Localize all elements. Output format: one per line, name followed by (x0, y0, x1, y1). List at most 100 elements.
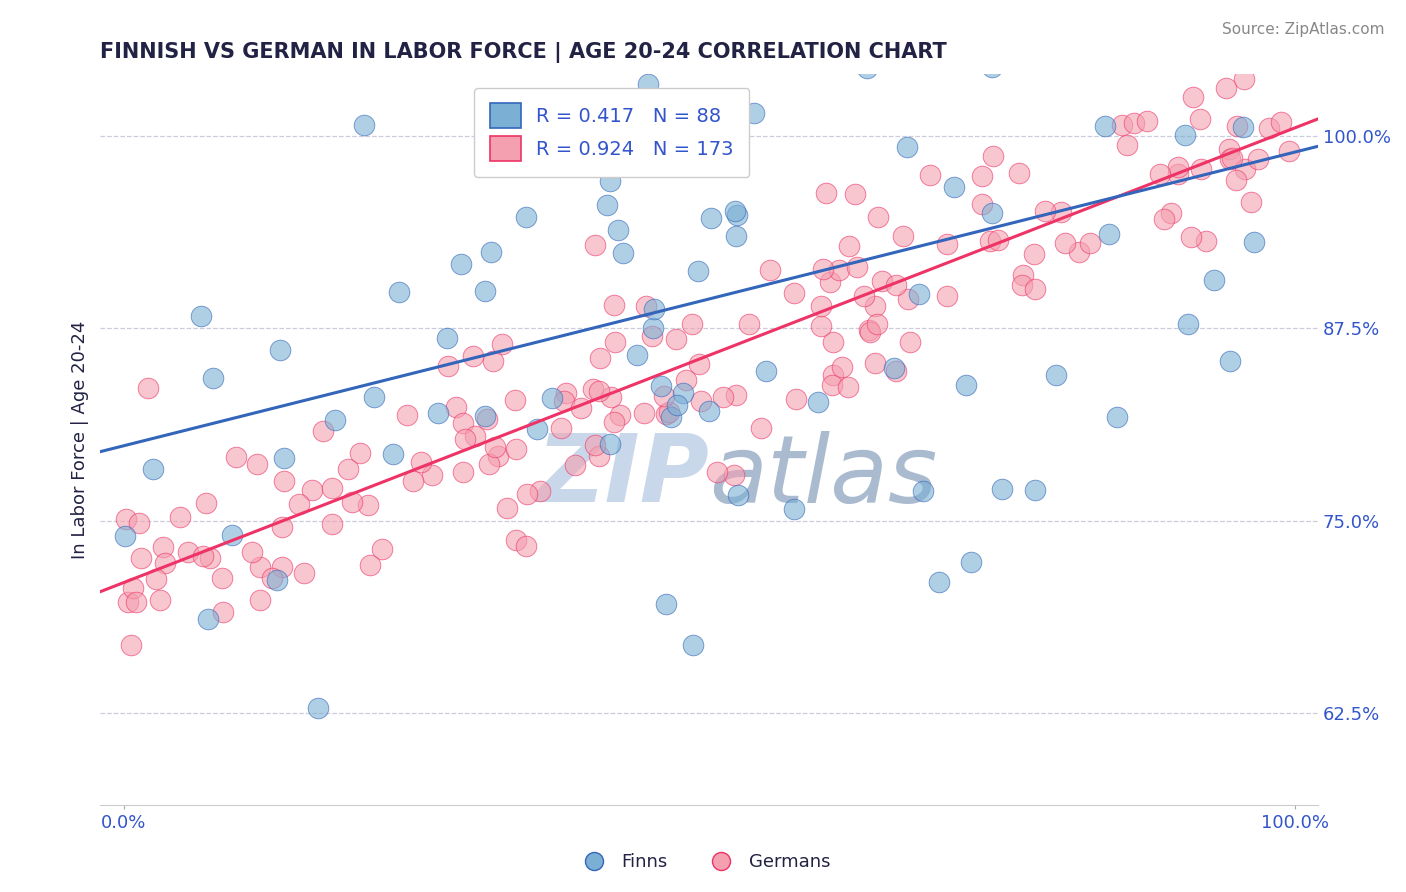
Point (271, 559, 294, 574)
Point (838, 239, 860, 253)
Point (464, 30, 486, 45)
Point (1107, 410, 1129, 425)
Point (643, 302, 665, 317)
Point (129, 551, 152, 566)
Point (655, 407, 678, 421)
Point (1189, 162, 1212, 177)
Point (820, 275, 842, 289)
Point (212, 605, 235, 619)
Point (688, 357, 710, 371)
Point (481, 245, 503, 260)
Point (658, 405, 681, 419)
Point (420, 467, 443, 482)
Point (115, 512, 138, 526)
Point (711, 390, 734, 404)
Point (1167, 160, 1189, 174)
Point (1045, 368, 1067, 382)
Point (503, 392, 526, 407)
Point (1078, 236, 1101, 251)
Point (1204, 273, 1226, 287)
Text: atlas: atlas (709, 431, 938, 522)
Point (970, 169, 993, 183)
Point (321, 516, 343, 531)
Text: Source: ZipAtlas.com: Source: ZipAtlas.com (1222, 22, 1385, 37)
Point (225, 450, 247, 465)
Point (301, 483, 323, 497)
Point (979, 234, 1001, 248)
Point (828, 263, 851, 277)
Point (409, 455, 432, 469)
Point (866, 210, 889, 224)
Point (1136, 114, 1159, 128)
Point (287, 497, 309, 511)
Point (1258, 4, 1281, 18)
Legend: Finns, Germans: Finns, Germans (568, 847, 838, 879)
Point (863, 356, 886, 370)
Point (249, 560, 271, 574)
Point (727, 488, 749, 502)
Point (661, 410, 683, 425)
Point (1024, 247, 1046, 261)
Point (273, 475, 295, 489)
Point (725, 208, 748, 222)
Point (550, 420, 572, 434)
Point (1149, 167, 1171, 181)
Point (810, 318, 832, 333)
Point (436, 331, 458, 345)
Point (972, 196, 994, 211)
Point (1225, 173, 1247, 187)
Point (920, 168, 942, 182)
Point (337, 461, 360, 475)
Point (603, 415, 626, 429)
Point (846, 260, 869, 274)
Point (785, 392, 807, 407)
Point (585, 438, 607, 452)
Point (266, 573, 288, 587)
Point (292, 566, 315, 581)
Point (675, 373, 697, 387)
Point (197, 612, 219, 626)
Point (211, 571, 233, 585)
Point (814, 186, 837, 200)
Point (1026, 55, 1049, 70)
Point (759, 263, 782, 277)
Point (1008, 166, 1031, 180)
Point (688, 263, 710, 277)
Point (633, 406, 655, 420)
Point (312, 424, 335, 438)
Point (548, 5, 571, 20)
Point (912, 484, 935, 499)
Point (307, 701, 329, 715)
Point (1202, 23, 1225, 37)
Point (1167, 168, 1189, 182)
Point (1218, 142, 1240, 156)
Point (249, 592, 271, 607)
Point (558, 38, 581, 53)
Point (117, 595, 139, 609)
Point (1219, 354, 1241, 368)
Point (177, 545, 200, 559)
Point (1270, 115, 1292, 129)
Point (652, 389, 675, 403)
Point (1258, 121, 1281, 136)
Point (1247, 153, 1270, 167)
Point (1177, 318, 1199, 332)
Point (1219, 152, 1241, 166)
Point (980, 60, 1002, 74)
Point (599, 174, 621, 188)
Point (655, 597, 678, 611)
Point (1116, 137, 1139, 152)
Point (136, 381, 159, 395)
Point (783, 286, 806, 301)
Point (486, 450, 509, 464)
Point (807, 395, 830, 409)
Point (1160, 205, 1182, 219)
Point (823, 335, 845, 350)
Point (474, 284, 496, 298)
Point (582, 382, 605, 396)
Point (724, 204, 747, 219)
Point (697, 403, 720, 417)
Point (689, 393, 711, 408)
Point (169, 509, 191, 524)
Point (612, 246, 634, 260)
